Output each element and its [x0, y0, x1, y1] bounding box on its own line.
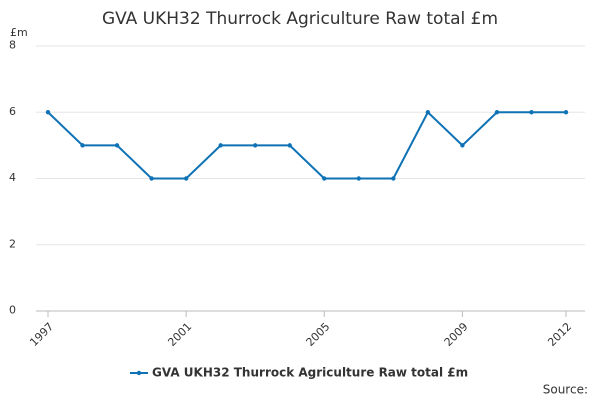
chart-title: GVA UKH32 Thurrock Agriculture Raw total…	[102, 9, 498, 29]
y-tick-label: 0	[9, 304, 16, 317]
point	[460, 143, 465, 148]
source: Source:	[543, 383, 588, 397]
x-tick-label: 2005	[304, 320, 333, 349]
point	[529, 110, 534, 115]
point	[391, 176, 396, 181]
point	[80, 143, 85, 148]
y-axis-label: £m	[10, 26, 28, 39]
point	[45, 110, 51, 115]
x-tick-label: 2001	[165, 320, 194, 349]
point	[322, 176, 327, 181]
y-tick-label: 2	[9, 237, 16, 250]
point	[287, 143, 292, 148]
x-tick-label: 2012	[545, 320, 574, 349]
y-tick-label: 4	[9, 171, 16, 184]
x-tick-label: 1997	[27, 320, 56, 349]
point	[218, 143, 223, 148]
y-tick-label: 6	[9, 105, 16, 118]
point	[356, 176, 361, 181]
y-tick-label: 8	[9, 39, 16, 52]
legend-label: GVA UKH32 Thurrock Agriculture Raw total…	[152, 366, 468, 380]
x-tick-label: 2009	[442, 320, 471, 349]
point	[149, 176, 154, 181]
point	[425, 110, 431, 115]
legend-marker	[136, 370, 142, 376]
point	[494, 110, 500, 115]
point	[563, 110, 569, 115]
point	[253, 143, 258, 148]
series-line	[47, 110, 566, 180]
point	[183, 176, 189, 181]
point	[114, 143, 120, 148]
